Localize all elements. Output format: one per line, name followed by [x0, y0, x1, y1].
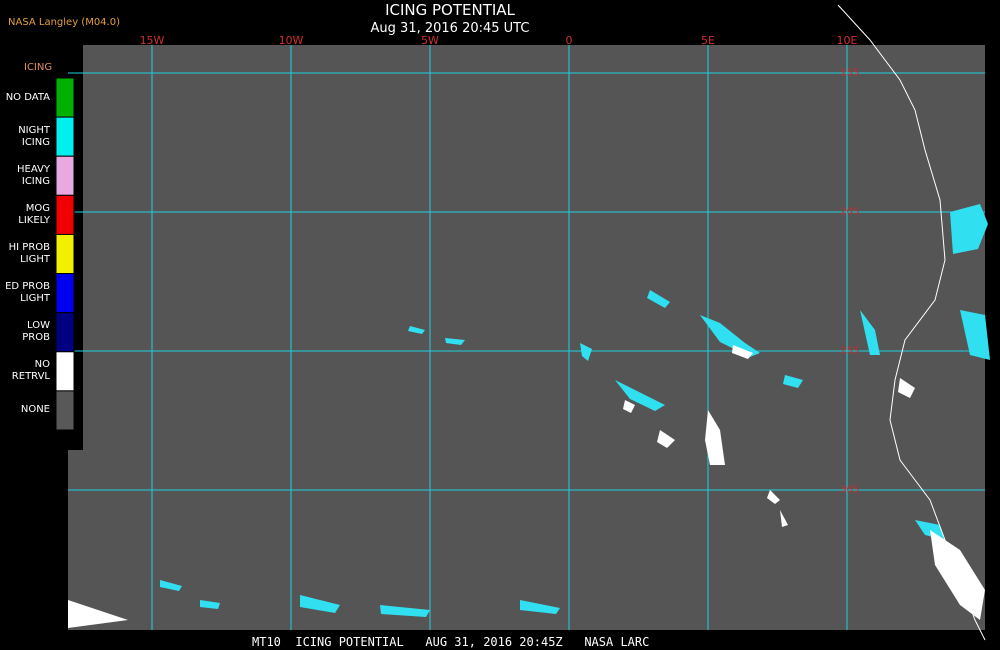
- legend-swatch: [55, 390, 75, 431]
- legend-swatch: [55, 77, 75, 118]
- legend-swatch: [55, 116, 75, 157]
- legend-label: NO DATA: [5, 91, 50, 103]
- legend-label: NONE: [20, 404, 50, 416]
- legend-swatches: [55, 77, 75, 431]
- graticule: [68, 45, 985, 630]
- legend-label: NO RETRVL: [11, 359, 50, 383]
- footer: MT10 ICING POTENTIAL AUG 31, 2016 20:45Z…: [252, 635, 650, 649]
- latitude-label: 30S: [840, 484, 860, 496]
- legend-label: HI PROB LIGHT: [8, 242, 50, 265]
- legend-swatch: [55, 312, 75, 353]
- date: Aug 31, 2016 20:45 UTC: [370, 21, 530, 36]
- legend-label: LOW PROB: [22, 320, 50, 344]
- longitude-label: 5W: [421, 34, 439, 47]
- longitude-label: 0: [565, 34, 573, 47]
- source-label: NASA Langley (M04.0): [8, 17, 120, 28]
- legend-title: ICING: [24, 62, 53, 73]
- white-specks: [68, 345, 985, 628]
- legend-label: HEAVY ICING: [17, 163, 50, 187]
- latitude-label: 15S: [840, 67, 860, 79]
- legend-swatch: [55, 233, 75, 275]
- legend-swatch: [55, 273, 75, 314]
- legend-swatch: [55, 351, 75, 392]
- longitude-label: 5E: [701, 34, 715, 47]
- legend-label: NIGHT ICING: [18, 124, 50, 148]
- longitude-label: 10E: [836, 34, 858, 47]
- legend-label: ED PROB LIGHT: [5, 281, 50, 305]
- coastline: [837, 4, 986, 641]
- legend-swatch: [55, 194, 75, 235]
- longitude-label: 10W: [278, 34, 304, 47]
- longitude-label: 15W: [139, 34, 165, 47]
- latitude-label: 25S: [840, 345, 860, 357]
- map-area: [68, 45, 985, 630]
- title: ICING POTENTIAL: [385, 1, 515, 19]
- legend-label: MOG LIKELY: [18, 202, 50, 226]
- legend-swatch: [55, 155, 75, 196]
- latitude-label: 20S: [840, 206, 860, 218]
